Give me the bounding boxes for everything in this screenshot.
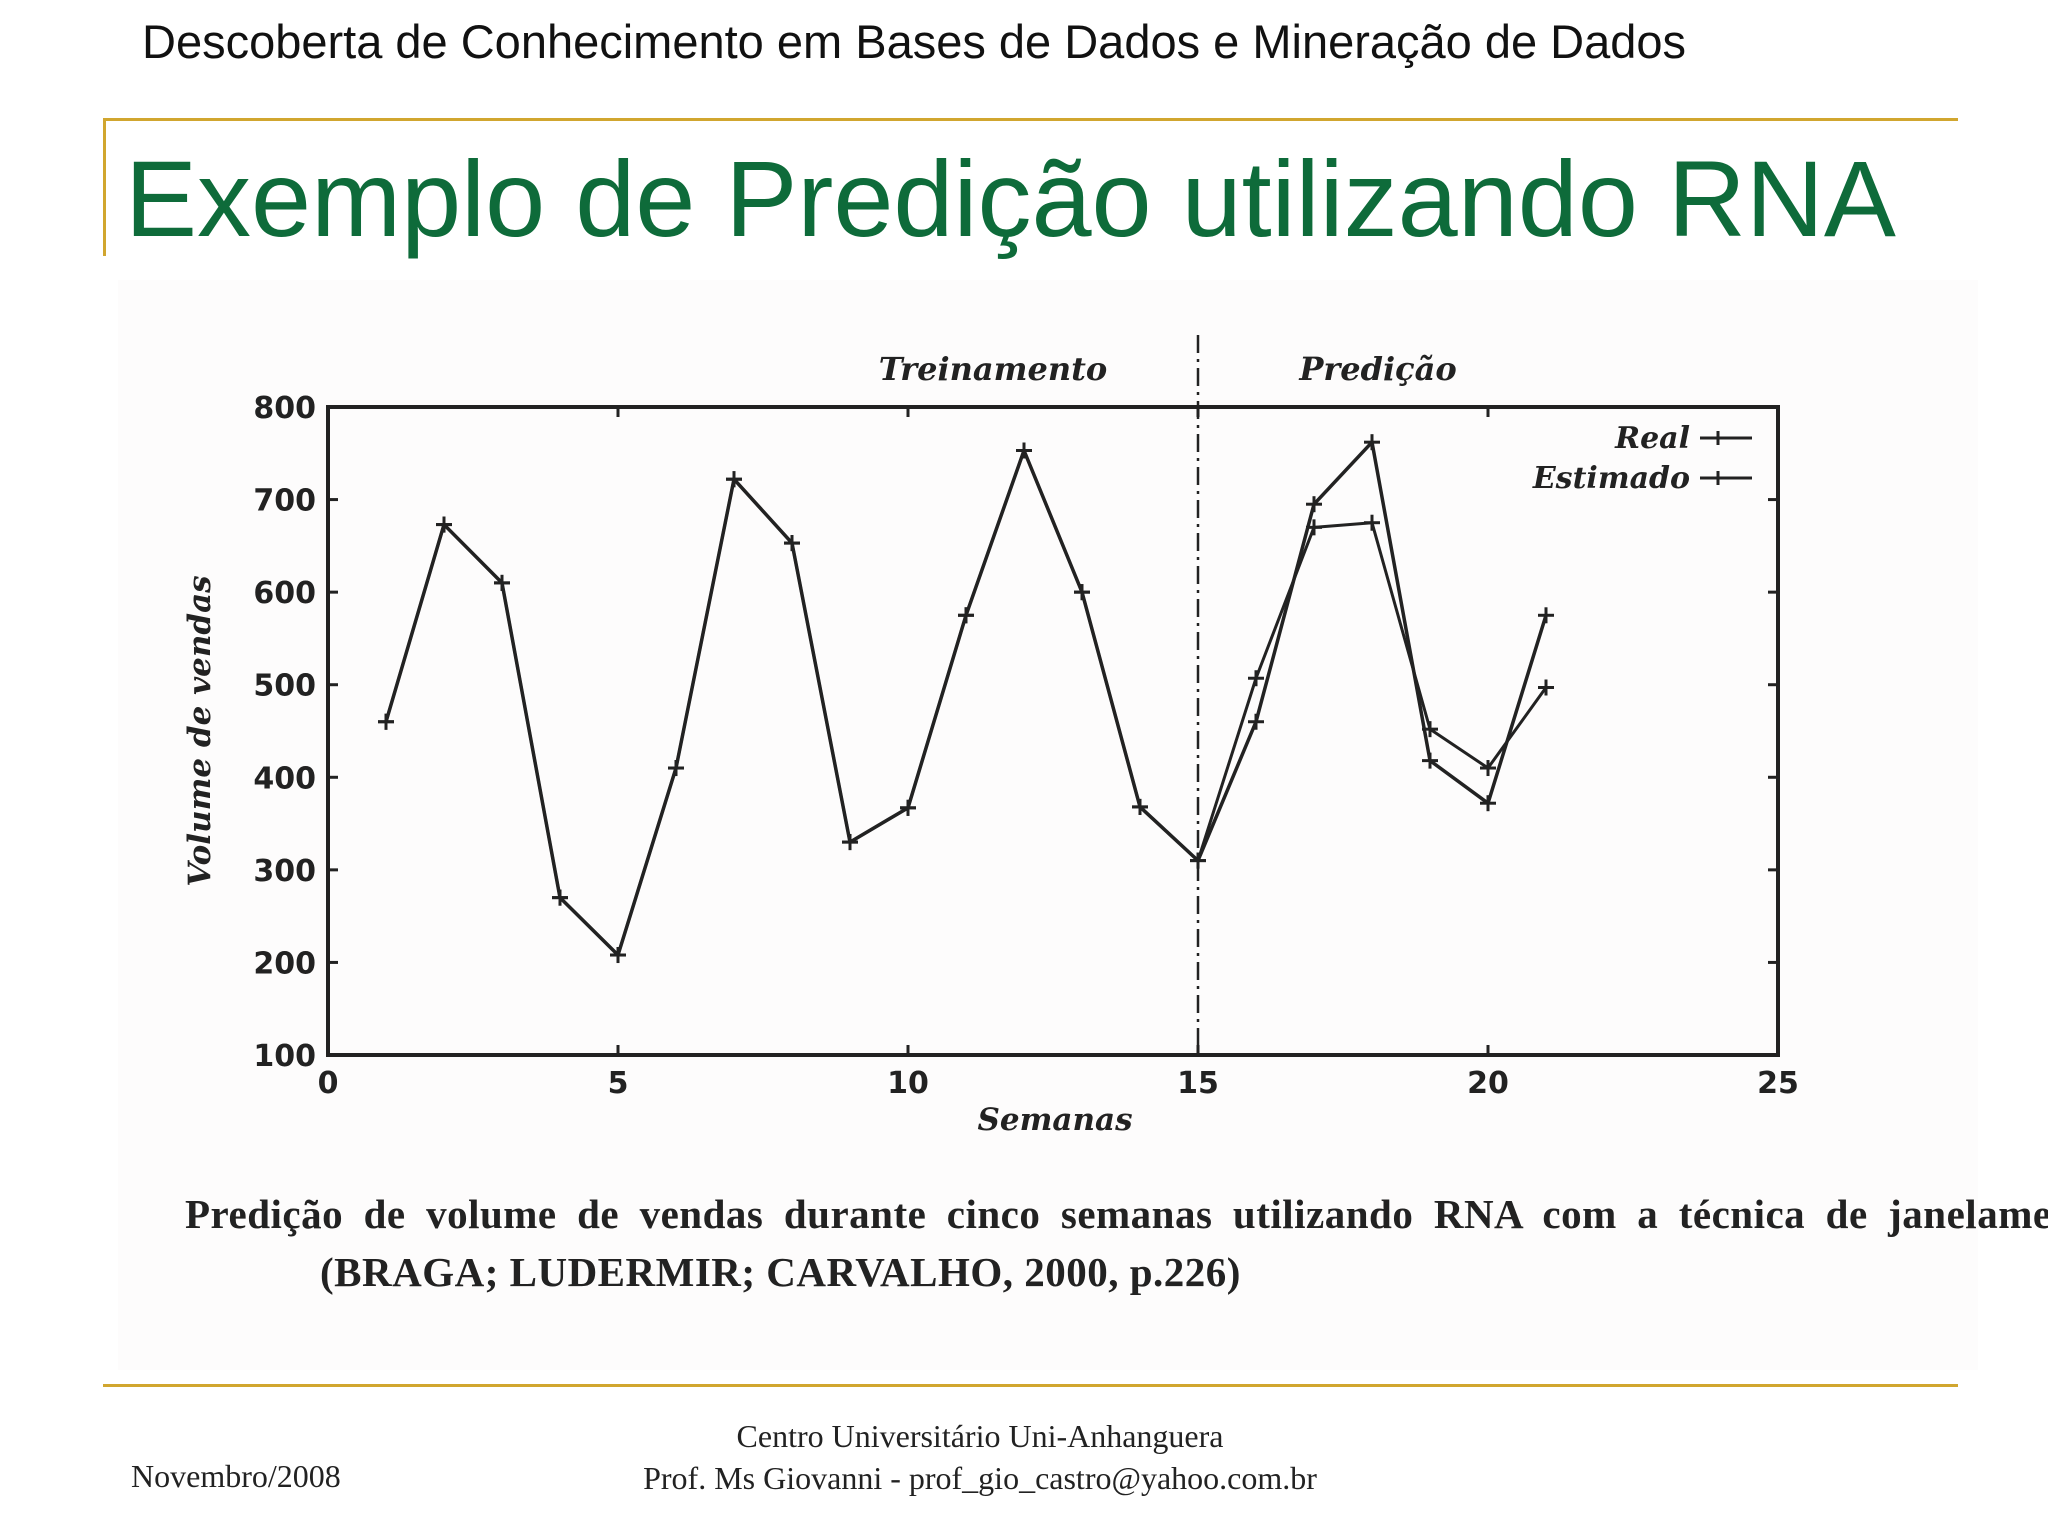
data-point-real <box>1306 496 1322 513</box>
y-tick-label: 600 <box>253 576 316 611</box>
data-point-estimado <box>1132 798 1148 815</box>
data-point-real <box>1480 795 1496 812</box>
data-point-estimado <box>1422 721 1438 738</box>
y-tick-label: 700 <box>253 484 316 519</box>
data-point-estimado <box>726 471 742 488</box>
y-tick-label: 300 <box>253 854 316 889</box>
x-tick-label: 5 <box>608 1066 629 1101</box>
data-point-estimado <box>668 760 684 777</box>
legend-label-estimado: Estimado <box>1532 461 1690 496</box>
data-point-estimado <box>436 516 452 533</box>
x-tick-label: 20 <box>1467 1066 1509 1101</box>
data-point-real <box>1538 607 1554 624</box>
course-title: Descoberta de Conhecimento em Bases de D… <box>142 15 1687 68</box>
data-point-estimado <box>1364 514 1380 531</box>
data-point-estimado <box>784 535 800 552</box>
plot-frame <box>326 405 1780 1057</box>
data-point-estimado <box>552 889 568 906</box>
data-point-estimado <box>958 607 974 624</box>
y-tick-label: 500 <box>253 669 316 704</box>
sales-prediction-chart: 100 200 300 400 500 600 700 800 0 5 10 15 20 25 Semana… <box>182 335 1799 1138</box>
x-axis-label: Semanas <box>977 1102 1132 1138</box>
data-point-real <box>1248 713 1264 730</box>
x-tick-label: 15 <box>1177 1066 1219 1101</box>
data-point-estimado <box>1016 442 1032 459</box>
bottom-rule <box>103 1384 1958 1387</box>
data-point-estimado <box>900 799 916 816</box>
data-point-estimado <box>1190 852 1206 869</box>
x-tick-label: 10 <box>887 1066 929 1101</box>
data-point-estimado <box>378 713 394 730</box>
slide-title: Exemplo de Predição utilizando RNA <box>125 138 1896 259</box>
data-point-estimado <box>1306 519 1322 536</box>
figure-caption: Predição de volume de vendas durante cin… <box>185 1191 2048 1295</box>
y-tick-label: 800 <box>253 391 316 426</box>
region-label-training: Treinamento <box>879 350 1107 388</box>
legend-label-real: Real <box>1614 421 1690 456</box>
title-left-rule <box>103 118 106 256</box>
footer-credits: Centro Universitário Uni-Anhanguera Prof… <box>520 1415 1440 1499</box>
data-point-estimado <box>842 834 858 851</box>
footer-date: Novembro/2008 <box>131 1458 341 1494</box>
y-tick-label: 400 <box>253 761 316 796</box>
top-rule <box>103 118 1958 121</box>
data-point-real <box>1364 434 1380 451</box>
figure-background <box>118 280 1978 1370</box>
data-point-estimado <box>1248 670 1264 687</box>
data-point-estimado <box>494 574 510 591</box>
data-point-real <box>1422 752 1438 769</box>
x-tick-label: 0 <box>318 1066 339 1101</box>
footer-institution: Centro Universitário Uni-Anhanguera <box>736 1418 1224 1454</box>
data-point-estimado <box>1480 760 1496 777</box>
y-tick-label: 200 <box>253 946 316 981</box>
data-point-estimado <box>610 947 626 964</box>
y-tick-label: 100 <box>253 1039 316 1074</box>
data-point-estimado <box>1538 679 1554 696</box>
data-point-estimado <box>1074 584 1090 601</box>
x-tick-label: 25 <box>1757 1066 1799 1101</box>
footer-author: Prof. Ms Giovanni - prof_gio_castro@yaho… <box>643 1460 1317 1496</box>
y-axis-label: Volume de vendas <box>182 575 218 886</box>
region-label-prediction: Predição <box>1298 350 1456 388</box>
